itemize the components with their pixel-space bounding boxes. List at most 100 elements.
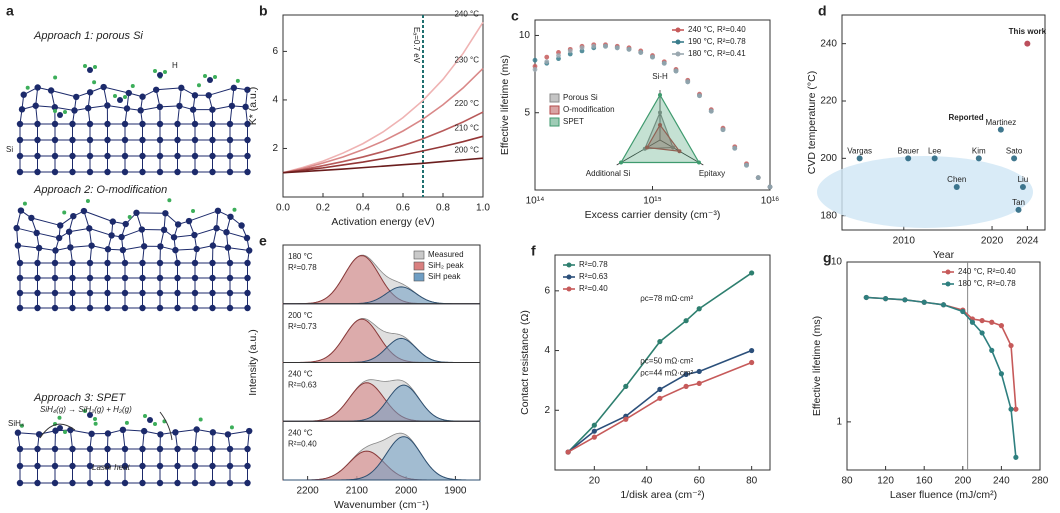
si-atom [226,259,234,267]
si-atom [118,233,125,241]
x-tick-label: 0.6 [396,203,410,214]
si-atom [119,246,127,254]
approach-title: Approach 3: SPET [33,392,126,404]
y-tick-label: 4 [544,345,550,356]
molecule [87,412,93,418]
si-atom [51,304,59,312]
y-axis-label: CVD temperature (°C) [806,71,818,174]
legend-label: 190 °C, R²=0.78 [688,37,746,46]
si-atom [238,222,245,229]
data-point [1011,155,1018,162]
data-point [614,45,620,51]
si-atom [125,89,132,97]
axes-frame [554,254,771,471]
si-atom [69,304,76,312]
atom-label: Si [6,145,13,154]
bond [17,432,40,435]
si-atom [67,244,74,251]
subplot-label: 240 °C [288,370,313,379]
si-atom [133,209,140,217]
si-atom [226,136,234,144]
x-axis-label: Year [933,249,955,261]
h-atom [92,80,97,85]
subplot-label: R²=0.63 [288,381,317,390]
bond [122,429,145,432]
data-point [883,296,889,302]
x-tick-label: 200 [954,476,971,487]
molecule [87,67,93,73]
si-atom [140,243,148,250]
si-atom [69,152,76,160]
si-atom [244,462,251,470]
approach-title: Approach 1: porous Si [33,30,143,42]
bond [156,87,182,91]
si-atom [156,274,164,282]
si-atom [244,120,251,128]
si-atom [69,462,76,470]
si-atom [121,289,129,297]
h-atom [163,70,167,74]
si-atom [224,431,232,438]
radar-area [646,123,681,153]
si-atom [80,207,88,215]
si-atom [209,462,216,470]
si-atom [51,136,59,144]
si-atom [86,462,94,470]
series-label: 230 °C [454,55,479,64]
si-atom [191,445,199,453]
si-atom [51,289,59,297]
data-point [697,93,702,99]
si-atom [86,225,93,232]
si-atom [104,120,111,128]
si-atom [32,102,39,109]
fit-label: ρc=78 mΩ·cm² [640,294,693,303]
si-atom [230,84,238,92]
data-point [626,46,632,52]
h-atom [93,417,97,421]
si-atom [156,479,164,487]
bond [140,106,160,111]
x-axis-label: Wavenumber (cm⁻¹) [334,499,429,511]
data-point [989,319,995,325]
si-atom [226,274,234,282]
data-point [989,347,995,353]
legend-label: R²=0.63 [579,272,608,281]
si-atom [34,152,41,160]
h-atom [53,109,57,113]
data-point [979,330,985,336]
data-point [755,175,761,181]
si-atom [16,259,24,267]
si-atom [209,152,216,160]
y-axis-label: Intensity (a.u.) [247,329,259,396]
x-tick-label: 2100 [346,486,369,497]
h-atom [63,430,67,434]
si-atom [191,274,199,282]
si-atom [20,91,27,98]
si-atom [16,289,24,297]
y-tick-label: 220 [820,96,837,107]
si-atom [35,244,43,252]
si-atom [86,289,94,297]
data-point [591,434,597,440]
legend-label: R²=0.40 [579,284,608,293]
si-atom [139,462,146,470]
si-atom [28,214,35,222]
data-point [657,395,663,401]
h-atom [62,210,67,215]
reference-label: Eₐ=0.7 eV [412,27,421,64]
si-atom [191,304,199,312]
molecule [117,97,123,103]
si-atom [86,89,94,96]
si-atom [156,462,164,470]
molecule [57,112,63,118]
si-atom [244,86,251,93]
si-atom [226,120,234,128]
arrow [39,423,76,439]
si-atom [209,479,216,487]
panel-label: e [259,233,267,249]
panel-label: c [511,8,519,24]
panel-label: g [823,250,832,266]
x-tick-label: 1900 [444,486,467,497]
subplot-label: 180 °C [288,252,313,261]
